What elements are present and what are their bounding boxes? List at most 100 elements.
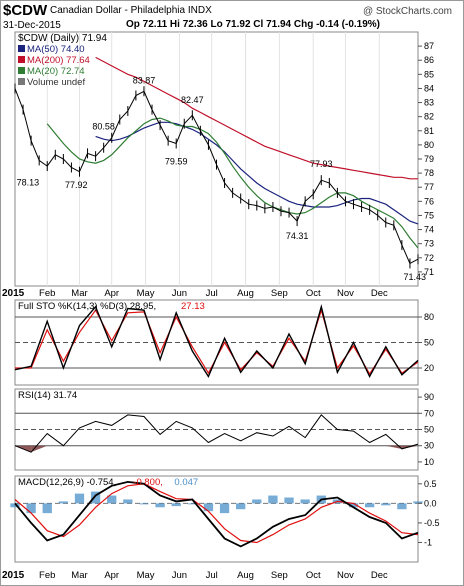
upper-axis-month-label: Aug bbox=[237, 288, 254, 299]
upper-axis-month-label: Sep bbox=[271, 288, 288, 299]
upper-axis-year-label: 2015 bbox=[2, 288, 25, 299]
rsi-tick-label: 10 bbox=[424, 457, 434, 467]
macd-histogram-bar bbox=[58, 501, 69, 504]
price-tick-label: 75 bbox=[424, 210, 434, 220]
macd-legend-0: MACD(12,26,9) -0.754, bbox=[18, 477, 116, 488]
macd-tick-label: -0.5 bbox=[424, 518, 440, 528]
price-tick-label: 79 bbox=[424, 154, 434, 164]
macd-histogram-bar bbox=[268, 495, 278, 504]
rsi-oversold-fill bbox=[385, 445, 402, 449]
macd-histogram-bar bbox=[187, 503, 197, 505]
stoch-tick-label: 20 bbox=[424, 363, 434, 373]
price-tick-label: 81 bbox=[424, 126, 434, 136]
upper-axis-month-label: Jun bbox=[172, 288, 187, 299]
macd-histogram-bar bbox=[364, 503, 375, 508]
lower-axis-month-label: Aug bbox=[237, 570, 254, 581]
price-tick-label: 77 bbox=[424, 182, 434, 192]
lower-axis-month-label: Dec bbox=[371, 570, 388, 581]
price-legend-swatch bbox=[18, 45, 25, 52]
price-annotation: 79.59 bbox=[165, 157, 188, 167]
lower-axis-month-label: Apr bbox=[104, 570, 119, 581]
price-legend-4: Volume undef bbox=[27, 77, 85, 88]
price-legend-1: MA(50) 74.40 bbox=[27, 44, 85, 55]
stoch-tick-label: 50 bbox=[424, 338, 434, 348]
macd-histogram-bar bbox=[42, 503, 52, 514]
macd-histogram-bar bbox=[397, 503, 407, 510]
rsi-series bbox=[14, 414, 419, 453]
rsi-tick-label: 30 bbox=[424, 441, 434, 451]
price-legend-swatch bbox=[18, 56, 25, 63]
price-annotation: 83.87 bbox=[133, 75, 156, 85]
stoch-legend-0: Full STO %K(14,3) %D(3) 28.95, bbox=[18, 301, 156, 312]
lower-axis-month-label: Mar bbox=[71, 570, 87, 581]
upper-axis-month-label: Nov bbox=[337, 288, 354, 299]
macd-histogram-bar bbox=[90, 491, 101, 504]
stoch-series-k bbox=[14, 304, 419, 379]
macd-histogram-bar bbox=[10, 503, 20, 508]
price-series-ma-200- bbox=[95, 56, 418, 180]
macd-histogram-bar bbox=[139, 503, 149, 505]
macd-histogram-bar bbox=[252, 499, 262, 504]
macd-legend-1: -0.800, bbox=[133, 477, 163, 488]
copyright-text: @ StockCharts.com bbox=[362, 6, 452, 17]
price-legend-0: $CDW (Daily) 71.94 bbox=[18, 33, 107, 44]
price-legend-swatch bbox=[18, 67, 25, 74]
macd-legend-2: 0.047 bbox=[174, 477, 198, 488]
price-tick-label: 76 bbox=[424, 196, 434, 206]
macd-histogram-bar bbox=[413, 501, 423, 504]
macd-panel-frame bbox=[14, 475, 419, 563]
price-annotation: 82.47 bbox=[181, 95, 204, 105]
chart-date: 31-Dec-2015 bbox=[3, 20, 61, 31]
upper-axis-month-label: Dec bbox=[371, 288, 388, 299]
price-annotation: 80.58 bbox=[92, 122, 115, 132]
price-annotation: 71.43 bbox=[404, 272, 427, 282]
macd-histogram-bar bbox=[26, 503, 36, 514]
macd-series-signal bbox=[14, 483, 419, 544]
price-tick-label: 80 bbox=[424, 140, 434, 150]
macd-histogram-bar bbox=[219, 503, 230, 514]
rsi-tick-label: 90 bbox=[424, 392, 434, 402]
price-tick-label: 78 bbox=[424, 168, 434, 178]
price-tick-label: 85 bbox=[424, 69, 434, 79]
price-tick-label: 82 bbox=[424, 112, 434, 122]
upper-axis-month-label: Apr bbox=[104, 288, 119, 299]
upper-axis-month-label: Jul bbox=[206, 288, 218, 299]
lower-axis-month-label: Jul bbox=[206, 570, 218, 581]
macd-histogram-bar bbox=[381, 503, 391, 506]
price-series-cdw bbox=[14, 88, 419, 265]
macd-histogram-bar bbox=[203, 503, 214, 512]
price-series-ma-50- bbox=[95, 121, 419, 225]
stoch-tick-label: 80 bbox=[424, 312, 434, 322]
macd-tick-label: 0.0 bbox=[424, 498, 437, 508]
macd-tick-label: -1 bbox=[424, 537, 432, 547]
price-tick-label: 83 bbox=[424, 98, 434, 108]
price-annotation: 74.31 bbox=[286, 231, 309, 241]
price-tick-label: 72 bbox=[424, 253, 434, 263]
macd-histogram-bar bbox=[74, 493, 85, 504]
macd-histogram-bar bbox=[348, 503, 359, 508]
price-series-ma-20- bbox=[46, 117, 419, 249]
chart-name: Canadian Dollar - Philadelphia INDX bbox=[50, 5, 212, 16]
rsi-tick-label: 70 bbox=[424, 408, 434, 418]
lower-axis-year-label: 2015 bbox=[2, 570, 25, 581]
price-tick-label: 71 bbox=[424, 267, 434, 277]
price-legend-swatch bbox=[18, 78, 25, 85]
rsi-tick-label: 50 bbox=[424, 425, 434, 435]
lower-axis-month-label: Sep bbox=[271, 570, 288, 581]
stoch-legend-1: 27.13 bbox=[181, 301, 205, 312]
macd-tick-label: 0.5 bbox=[424, 479, 437, 489]
macd-series-macd bbox=[14, 480, 419, 548]
macd-histogram-bar bbox=[236, 503, 246, 510]
price-annotation: 77.92 bbox=[65, 180, 88, 190]
upper-axis-month-label: Oct bbox=[306, 288, 321, 299]
chart-symbol: $CDW bbox=[3, 2, 48, 19]
price-tick-label: 86 bbox=[424, 55, 434, 65]
macd-histogram-bar bbox=[123, 499, 133, 504]
upper-axis-month-label: May bbox=[137, 288, 155, 299]
price-annotation: 77.93 bbox=[310, 159, 333, 169]
rsi-legend-0: RSI(14) 31.74 bbox=[18, 390, 77, 401]
price-tick-label: 87 bbox=[424, 41, 434, 51]
price-tick-label: 73 bbox=[424, 239, 434, 249]
